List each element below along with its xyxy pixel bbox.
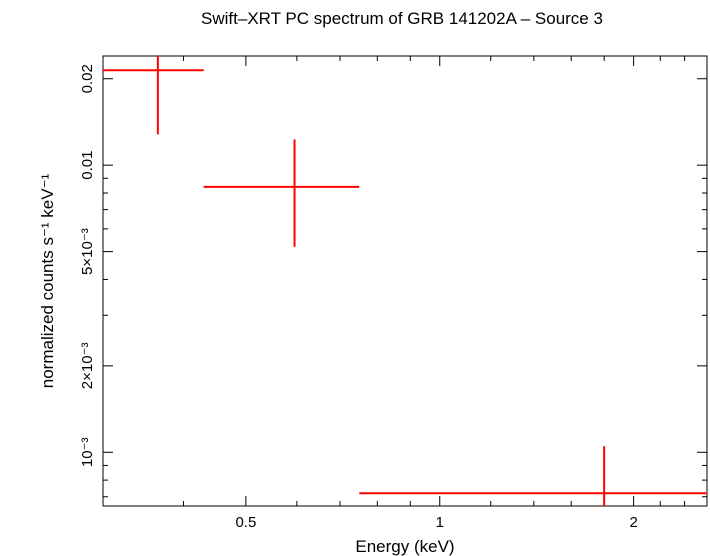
data-point [203,139,360,247]
x-tick-label: 2 [629,514,637,531]
x-axis-ticks: 0.5 1 2 [102,56,708,531]
x-tick-label: 1 [436,514,444,531]
y-tick-label: 10⁻³ [79,437,96,467]
data-point [103,56,204,135]
x-tick-label: 0.5 [235,514,256,531]
chart-title: Swift–XRT PC spectrum of GRB 141202A – S… [201,9,603,28]
plot-frame [102,55,708,507]
y-tick-label: 2×10⁻³ [79,343,96,390]
y-axis-label: normalized counts s⁻¹ keV⁻¹ [38,173,57,388]
y-tick-label: 0.02 [79,64,96,93]
data-point [359,446,707,506]
x-axis-label: Energy (keV) [355,537,454,556]
y-tick-label: 0.01 [79,151,96,180]
y-axis-ticks: 10⁻³ 2×10⁻³ 5×10⁻³ 0.01 0.02 [79,64,707,498]
y-tick-label: 5×10⁻³ [79,228,96,275]
data-points [103,56,707,506]
